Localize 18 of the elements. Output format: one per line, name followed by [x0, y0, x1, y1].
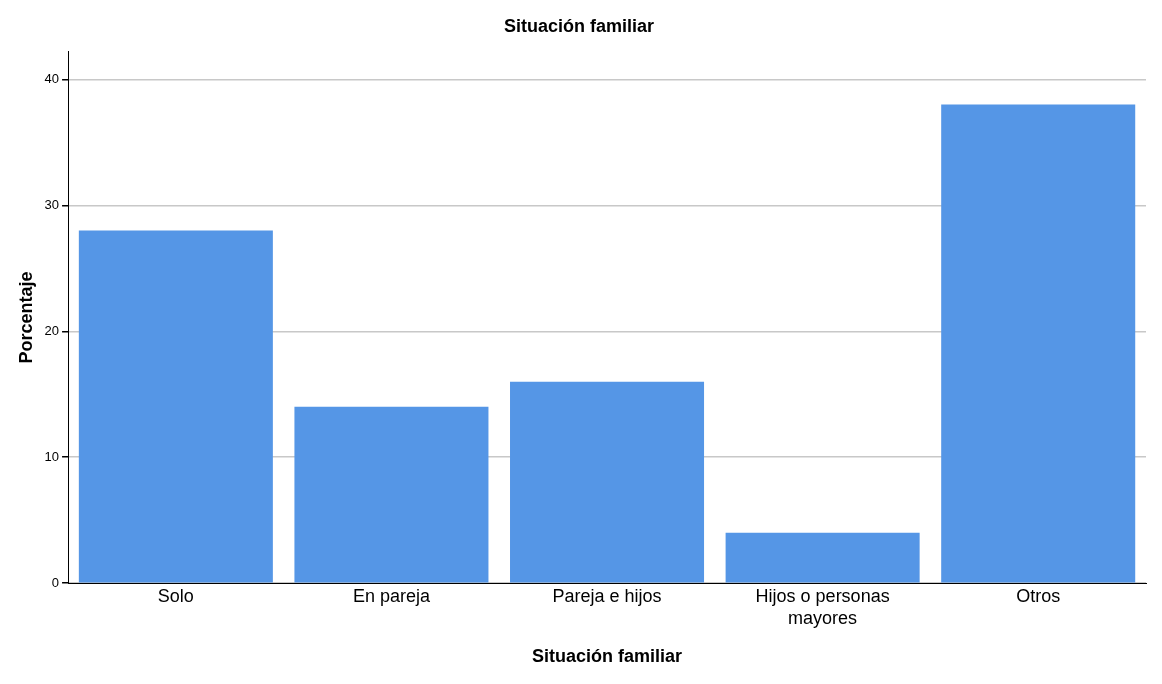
x-tick-label: Solo [157, 585, 194, 606]
y-tick-label: 30 [44, 196, 60, 212]
chart-title: Situación familiar [503, 15, 655, 36]
x-axis-title: Situación familiar [532, 646, 683, 667]
x-tick-label: Hijos o personas mayores [755, 585, 890, 628]
y-tick-label: 10 [44, 448, 60, 464]
bar [78, 230, 273, 583]
y-tick-label: 0 [51, 574, 60, 590]
bar [725, 532, 920, 583]
y-tick-label: 20 [44, 322, 60, 338]
y-tick-label: 40 [44, 70, 60, 86]
x-tick-label: En pareja [352, 585, 431, 606]
x-tick-label: Otros [1016, 585, 1061, 606]
bar [294, 406, 489, 583]
bar [510, 381, 705, 583]
x-tick-label: Pareja e hijos [552, 585, 662, 606]
bar [941, 104, 1136, 583]
y-axis-title: Porcentaje [15, 271, 36, 364]
